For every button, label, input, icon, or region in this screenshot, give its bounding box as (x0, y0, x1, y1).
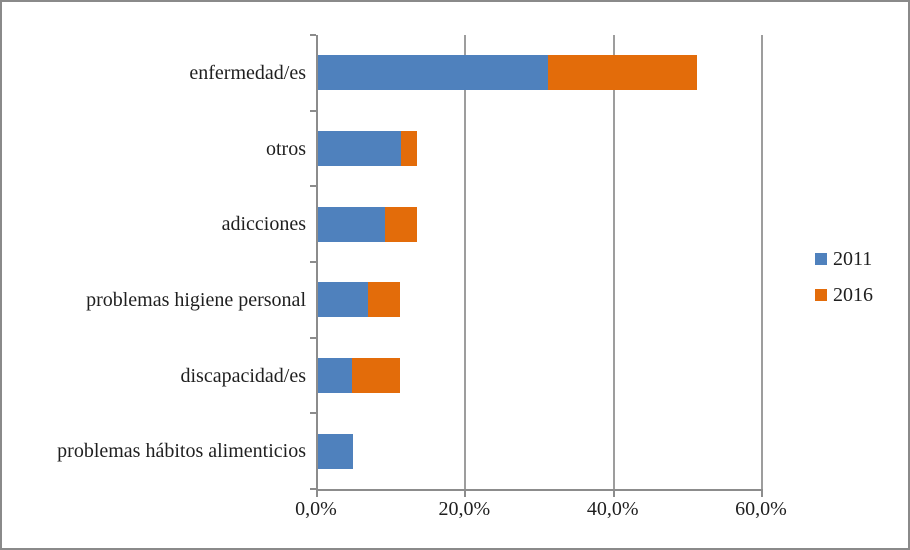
x-axis-tick-40 (612, 491, 615, 497)
legend-label-2016: 2016 (833, 284, 873, 306)
x-axis-tick-label: 0,0% (295, 498, 337, 520)
bar-problemas-higiene-personal (318, 282, 400, 318)
bar-segment-2011-adicciones (318, 206, 386, 242)
y-axis-tick (310, 488, 316, 490)
y-axis-tick (310, 185, 316, 188)
y-axis-tick (310, 412, 316, 415)
bar-segment-2016-otros (401, 131, 418, 166)
legend-label-2011: 2011 (833, 248, 873, 270)
x-axis-tick-label: 40,0% (586, 498, 639, 520)
bar-segment-2011-problemas-h-bitos-alimenticios (318, 433, 353, 469)
category-label-enfermedad-es: enfermedad/es (189, 61, 306, 84)
bar-segment-2011-discapacidad-es (318, 358, 353, 393)
legend-item-2011: 2011 (815, 245, 873, 273)
y-axis-tick (310, 109, 316, 112)
bar-segment-2011-problemas-higiene-personal (318, 282, 368, 318)
bar-otros (318, 131, 418, 166)
bar-segment-2016-problemas-higiene-personal (367, 282, 400, 318)
bar-segment-2016-discapacidad-es (352, 358, 400, 393)
bar-segment-2016-adicciones (385, 206, 418, 242)
legend-swatch-2011 (815, 253, 827, 265)
bar-segment-2011-enfermedad-es (318, 55, 548, 91)
gridline-40 (612, 35, 615, 489)
x-axis-tick-20 (464, 491, 467, 497)
x-axis-tick-60 (761, 491, 763, 497)
gridline-60 (761, 35, 763, 489)
x-axis-tick-label: 20,0% (438, 498, 491, 520)
y-axis-tick (310, 336, 316, 339)
bar-problemas-h-bitos-alimenticios (318, 433, 353, 469)
legend-swatch-2016 (815, 289, 827, 301)
bar-discapacidad-es (318, 358, 400, 393)
category-label-adicciones: adicciones (221, 213, 306, 236)
category-label-discapacidad-es: discapacidad/es (180, 364, 307, 387)
category-label-problemas-higiene-personal: problemas higiene personal (86, 288, 306, 311)
category-label-problemas-h-bitos-alimenticios: problemas hábitos alimenticios (57, 440, 306, 463)
x-axis-tick-label: 60,0% (735, 498, 787, 520)
x-axis-tick-0 (316, 491, 318, 497)
bar-enfermedad-es (318, 55, 697, 91)
legend-item-2016: 2016 (815, 281, 873, 309)
bar-segment-2016-enfermedad-es (547, 55, 697, 91)
legend: 2011 2016 (815, 245, 873, 317)
y-axis-tick (310, 34, 316, 36)
category-label-otros: otros (266, 137, 306, 160)
gridline-20 (464, 35, 467, 489)
bar-segment-2011-otros (318, 131, 402, 166)
bar-adicciones (318, 206, 418, 242)
plot-area (310, 34, 763, 497)
y-axis-tick (310, 261, 316, 263)
